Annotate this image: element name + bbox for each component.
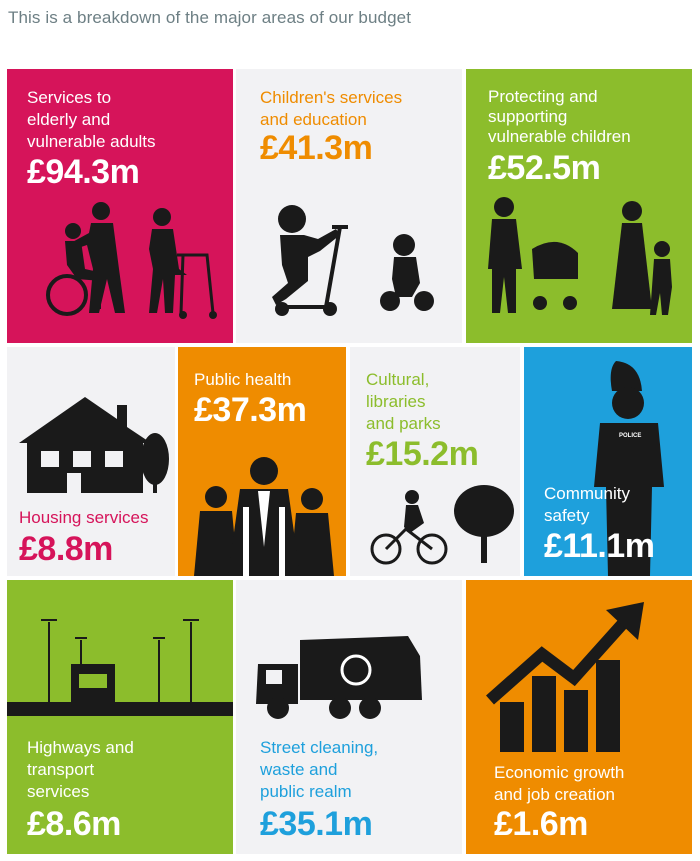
wheelchair-walker-icon [46, 202, 217, 319]
tile-amount: £52.5m [488, 149, 601, 187]
tile-elderly-adults: Services to elderly and vulnerable adult… [7, 69, 233, 343]
garbage-truck-icon [256, 636, 422, 719]
tile-amount: £11.1m [544, 527, 655, 565]
tile-amount: £94.3m [27, 153, 140, 191]
tile-housing: Housing services £8.8m [7, 347, 175, 576]
scooter-kids-icon [272, 205, 434, 316]
tile-amount: £41.3m [260, 129, 373, 167]
tile-amount: £8.6m [27, 805, 121, 843]
tile-label: Children's services and education [260, 88, 403, 129]
tile-amount: £1.6m [494, 805, 588, 843]
tile-label: Highways and transport services [27, 738, 134, 801]
doctors-icon [194, 457, 334, 576]
tile-childrens-services: Children's services and education £41.3m [236, 69, 462, 343]
tile-label: Street cleaning, waste and public realm [260, 738, 379, 801]
tile-label: Community safety [544, 484, 630, 525]
police-officer-icon: POLICE [594, 361, 664, 576]
house-icon [19, 397, 169, 493]
tile-label: Housing services [19, 508, 149, 527]
tile-public-health: Public health £37.3m [178, 347, 346, 576]
tile-label: Protecting and supporting vulnerable chi… [488, 87, 631, 146]
tile-amount: £15.2m [366, 435, 479, 473]
tile-amount: £8.8m [19, 530, 113, 568]
tile-label: Economic growth and job creation [494, 763, 625, 804]
tile-label: Cultural, libraries and parks [366, 370, 441, 433]
tile-community-safety: POLICE Community safety £11.1m [524, 347, 692, 576]
tile-label: Public health [194, 370, 292, 389]
tile-protecting-children: Protecting and supporting vulnerable chi… [466, 69, 692, 343]
intro-text: This is a breakdown of the major areas o… [8, 8, 412, 27]
tile-amount: £37.3m [194, 391, 307, 429]
family-pram-icon [488, 197, 672, 315]
tile-label: Services to elderly and vulnerable adult… [27, 88, 156, 151]
tile-street-cleaning: Street cleaning, waste and public realm … [236, 580, 462, 854]
truck-road-icon [7, 619, 233, 716]
tile-economic-growth: Economic growth and job creation £1.6m [466, 580, 692, 854]
tile-amount: £35.1m [260, 805, 373, 843]
tile-highways-transport: Highways and transport services £8.6m [7, 580, 233, 854]
cyclist-tree-icon [370, 485, 514, 565]
growth-chart-icon [486, 602, 644, 752]
tile-cultural-libraries-parks: Cultural, libraries and parks £15.2m [350, 347, 520, 576]
police-badge: POLICE [619, 433, 641, 439]
